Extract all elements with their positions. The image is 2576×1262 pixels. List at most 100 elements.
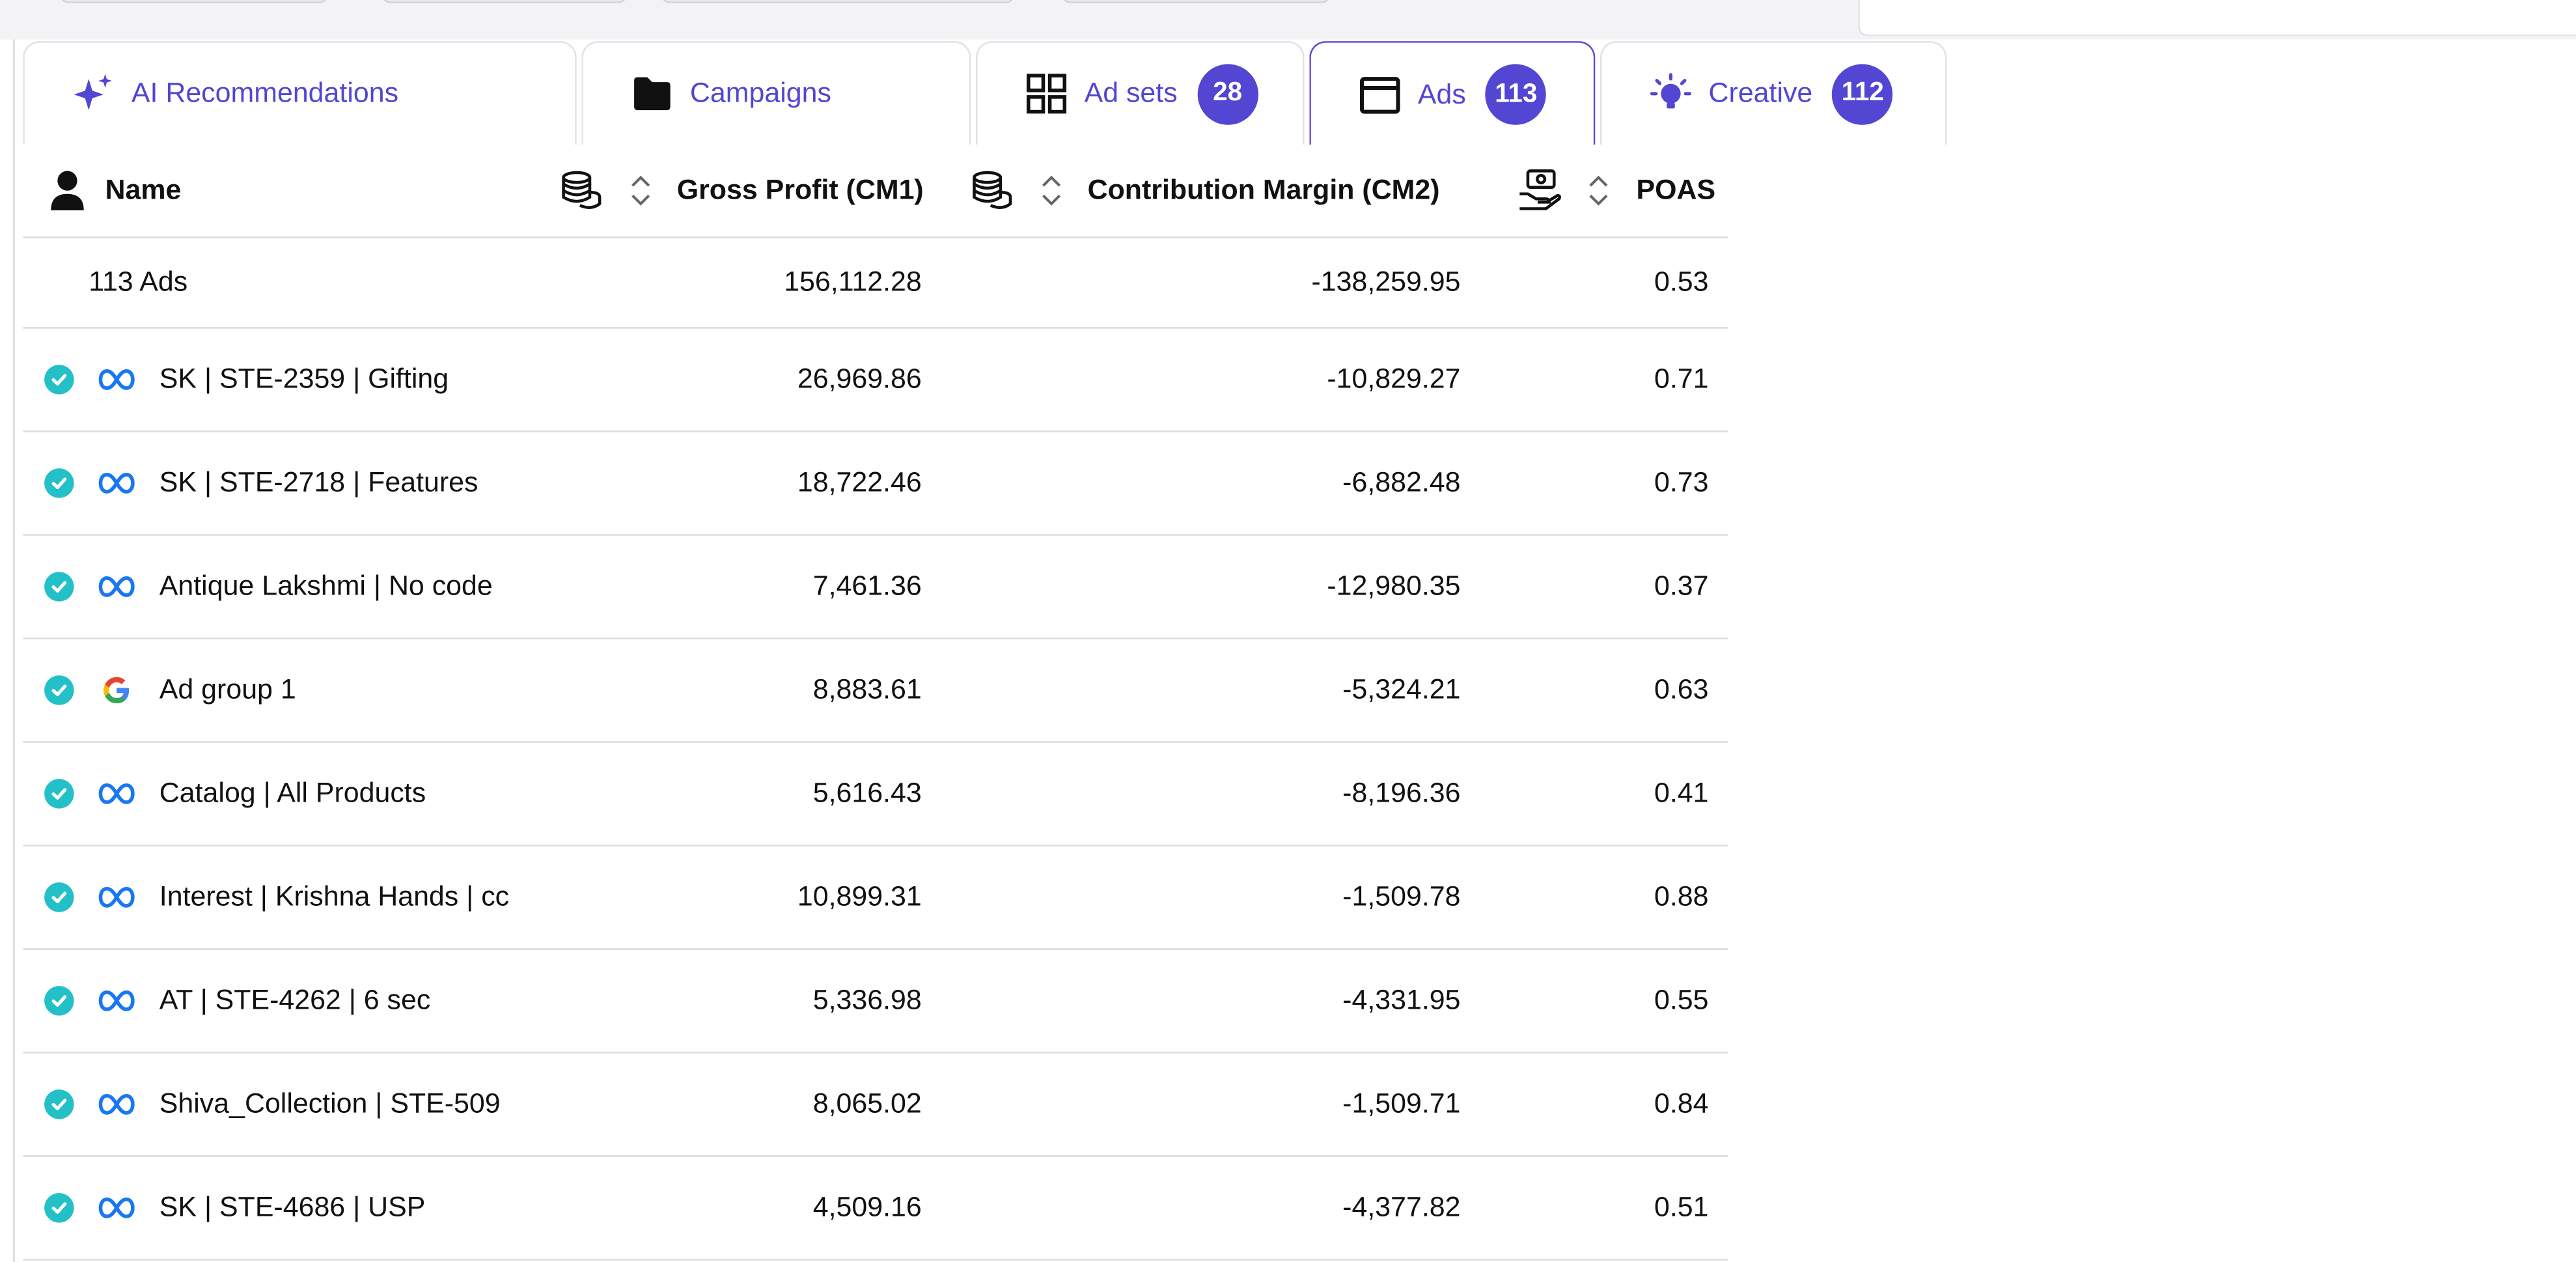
count-badge: 112 [1832, 63, 1893, 124]
meta-icon [98, 1190, 135, 1226]
status-active-icon [44, 1193, 74, 1223]
poas-value: 0.37 [1654, 570, 1709, 602]
status-active-icon [44, 572, 74, 602]
folder-icon [631, 72, 674, 115]
column-header-poas[interactable]: POAS [1516, 145, 1715, 236]
gross-profit-value: 18,722.46 [797, 466, 922, 498]
table-header: Name Gross Profit (CM1) [23, 145, 1728, 238]
ad-name-link[interactable]: Ad group 1 [159, 673, 296, 705]
left-divider [13, 39, 15, 1262]
ad-name-link[interactable]: AT | STE-4262 | 6 sec [159, 984, 431, 1016]
meta-icon [98, 465, 135, 501]
summary-label: 113 Ads [89, 266, 188, 298]
poas-value: 0.88 [1654, 880, 1709, 912]
count-badge: 28 [1197, 63, 1258, 124]
contribution-margin-value: -4,377.82 [1342, 1191, 1461, 1223]
gross-profit-total: 156,112.28 [784, 266, 922, 298]
table-row[interactable]: Ad group 1 8,883.61 -5,324.21 0.63 [23, 639, 1728, 743]
table-row[interactable]: SK | STE-4686 | USP 4,509.16 -4,377.82 0.51 [23, 1157, 1728, 1261]
poas-value: 0.73 [1654, 466, 1709, 498]
tab-campaigns[interactable]: Campaigns [581, 41, 971, 145]
ad-name-link[interactable]: Catalog | All Products [159, 777, 426, 809]
poas-value: 0.55 [1654, 984, 1709, 1016]
grid-icon [1025, 72, 1068, 115]
sparkle-icon [72, 72, 115, 115]
ad-name-link[interactable]: SK | STE-2718 | Features [159, 466, 478, 498]
ad-name-link[interactable]: SK | STE-2359 | Gifting [159, 363, 449, 395]
contribution-margin-value: -12,980.35 [1327, 570, 1461, 602]
contribution-margin-value: -5,324.21 [1342, 673, 1461, 705]
poas-value: 0.84 [1654, 1087, 1709, 1119]
poas-value: 0.63 [1654, 673, 1709, 705]
tab-label: Ads [1417, 77, 1466, 109]
table-row[interactable]: Shiva_Collection | STE-509 8,065.02 -1,509… [23, 1054, 1728, 1157]
money-hand-icon [1516, 167, 1562, 214]
tab-ads[interactable]: Ads 113 [1309, 41, 1596, 147]
toolbar-control[interactable] [1061, 0, 1331, 4]
meta-icon [98, 361, 135, 398]
column-header-name[interactable]: Name [49, 145, 182, 236]
status-active-icon [44, 882, 74, 912]
table-row[interactable]: SK | STE-2359 | Gifting 26,969.86 -10,829.… [23, 329, 1728, 432]
table-row[interactable]: Catalog | All Products 5,616.43 -8,196.36 0… [23, 743, 1728, 847]
toolbar-control[interactable] [660, 0, 1016, 4]
ad-name-link[interactable]: Interest | Krishna Hands | cc [159, 880, 510, 912]
tab-label: Creative [1708, 77, 1813, 109]
tab-creative[interactable]: Creative 112 [1600, 41, 1947, 145]
column-header-gross-profit[interactable]: Gross Profit (CM1) [559, 145, 924, 236]
gross-profit-value: 8,065.02 [812, 1087, 922, 1119]
poas-value: 0.51 [1654, 1191, 1709, 1223]
ad-name-link[interactable]: SK | STE-4686 | USP [159, 1191, 426, 1223]
coins-icon [559, 169, 602, 212]
window-icon [1359, 73, 1402, 116]
tab-ad-sets[interactable]: Ad sets 28 [976, 41, 1305, 145]
table-row[interactable]: Antique Lakshmi | No code 7,461.36 -12,980… [23, 536, 1728, 639]
gross-profit-value: 10,899.31 [797, 880, 922, 912]
poas-value: 0.71 [1654, 363, 1709, 395]
meta-icon [98, 568, 135, 605]
meta-icon [98, 879, 135, 916]
google-icon [98, 672, 135, 708]
toolbar-control[interactable] [59, 0, 329, 4]
contribution-margin-value: -1,509.71 [1342, 1087, 1461, 1119]
status-active-icon [44, 468, 74, 498]
gross-profit-value: 8,883.61 [812, 673, 922, 705]
status-active-icon [44, 1089, 74, 1119]
status-active-icon [44, 779, 74, 809]
meta-icon [98, 776, 135, 812]
table-row[interactable]: Interest | Krishna Hands | cc 10,899.31 -1… [23, 847, 1728, 950]
poas-value: 0.41 [1654, 777, 1709, 809]
tab-ai-recommendations[interactable]: AI Recommendations [23, 41, 577, 145]
contribution-margin-value: -10,829.27 [1327, 363, 1461, 395]
column-header-contribution-margin[interactable]: Contribution Margin (CM2) [969, 145, 1440, 236]
count-badge: 113 [1486, 64, 1547, 125]
column-header-label: Contribution Margin (CM2) [1087, 174, 1440, 206]
tab-label: Ad sets [1084, 77, 1178, 109]
tab-label: AI Recommendations [131, 77, 399, 109]
toolbar-control[interactable] [381, 0, 628, 4]
contribution-margin-value: -8,196.36 [1342, 777, 1461, 809]
coins-icon [969, 169, 1012, 212]
sort-icon[interactable] [1038, 173, 1064, 209]
sort-icon[interactable] [628, 173, 654, 209]
top-right-panel [1858, 0, 2576, 36]
person-icon [49, 169, 86, 212]
meta-icon [98, 1086, 135, 1123]
table-row[interactable]: SK | STE-2718 | Features 18,722.46 -6,882.… [23, 432, 1728, 536]
ad-name-link[interactable]: Antique Lakshmi | No code [159, 570, 493, 602]
gross-profit-value: 5,336.98 [812, 984, 922, 1016]
column-header-label: POAS [1636, 174, 1716, 206]
ad-name-link[interactable]: Shiva_Collection | STE-509 [159, 1087, 501, 1119]
table-row[interactable]: AT | STE-4262 | 6 sec 5,336.98 -4,331.95 0.… [23, 950, 1728, 1054]
status-active-icon [44, 675, 74, 705]
column-header-label: Gross Profit (CM1) [676, 174, 924, 206]
status-active-icon [44, 365, 74, 395]
poas-total: 0.53 [1654, 266, 1709, 298]
tab-label: Campaigns [689, 77, 831, 109]
top-toolbar-strip [0, 0, 2576, 40]
column-header-label: Name [105, 174, 182, 206]
status-active-icon [44, 986, 74, 1016]
sort-icon[interactable] [1585, 173, 1611, 209]
contribution-margin-value: -4,331.95 [1342, 984, 1461, 1016]
